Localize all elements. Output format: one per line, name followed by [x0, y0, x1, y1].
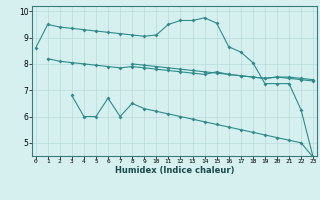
X-axis label: Humidex (Indice chaleur): Humidex (Indice chaleur)	[115, 166, 234, 175]
